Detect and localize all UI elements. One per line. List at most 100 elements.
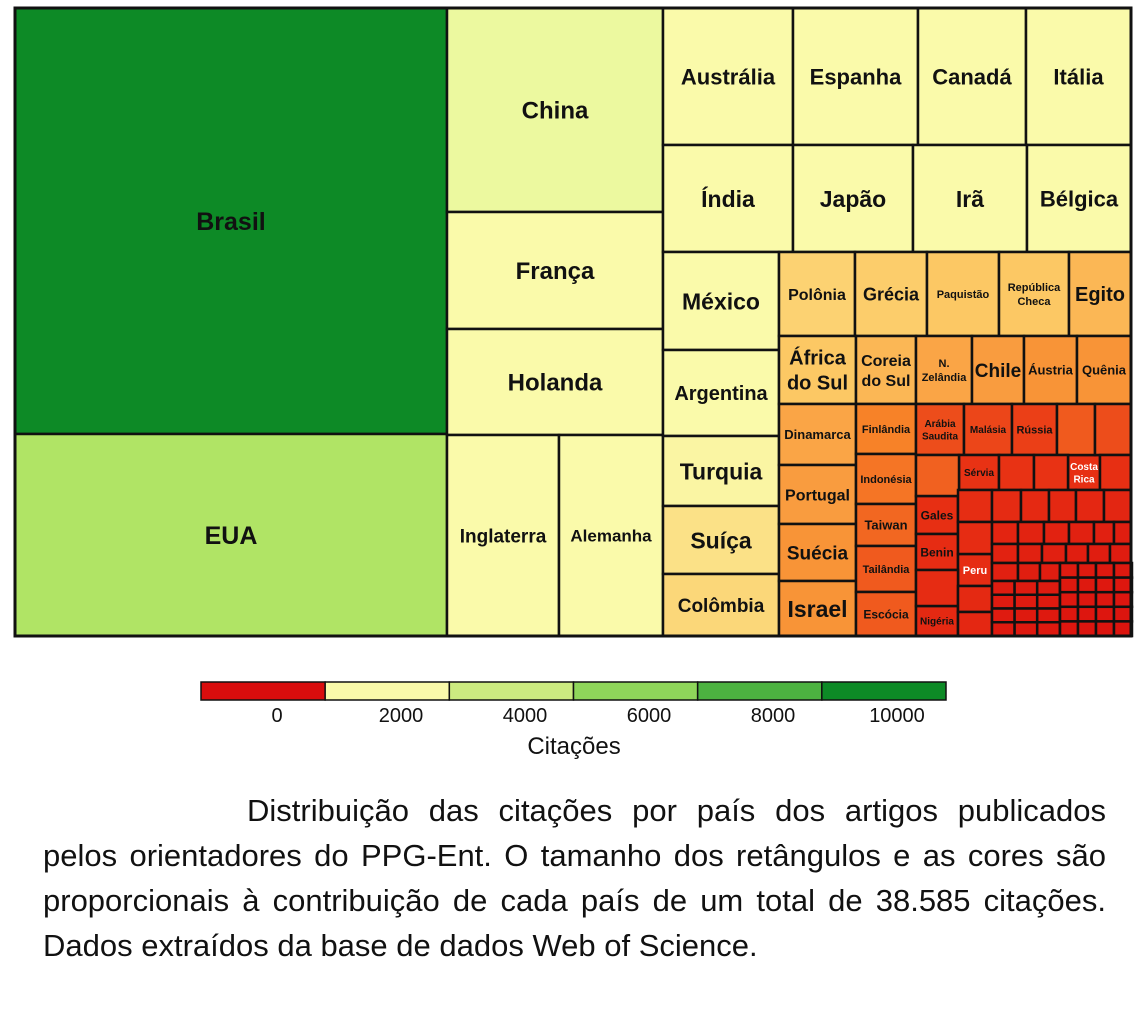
- cell-label-quenia: Quênia: [1082, 363, 1127, 378]
- cell-small-51: [1094, 620, 1116, 638]
- cell-small-41: [1058, 590, 1080, 609]
- cell-ira: [911, 143, 1029, 254]
- cell-label-servia: Sérvia: [964, 468, 994, 479]
- legend-tick-8000: 8000: [751, 705, 796, 727]
- cell-small-4: [997, 453, 1036, 492]
- cell-label-israel: Israel: [787, 596, 847, 622]
- legend-swatch-6: [821, 681, 947, 701]
- cell-small-26: [1064, 542, 1090, 565]
- cell-australia: [661, 6, 795, 147]
- color-legend: 0 2000 4000 6000 8000 10000 Citações: [200, 681, 947, 760]
- cell-small-19: [1042, 520, 1071, 546]
- cell-small-36: [1112, 561, 1134, 579]
- cell-small-20: [1067, 520, 1096, 546]
- cell-small-42: [1076, 590, 1098, 609]
- treemap-chart: Brasil EUA China França Holanda Inglaterra Ale…: [13, 6, 1134, 638]
- cell-paquistao: [925, 250, 1001, 338]
- treemap-frame: [13, 6, 1133, 638]
- cell-label-grecia: Grécia: [863, 284, 920, 304]
- cell-label-dinamarca: Dinamarca: [784, 427, 851, 442]
- cell-label-taiwan: Taiwan: [864, 518, 907, 533]
- cell-small-31: [1038, 561, 1062, 583]
- cell-label-australia: Austrália: [681, 64, 776, 89]
- legend-tick-4000: 4000: [503, 705, 548, 727]
- cell-small-27: [1086, 542, 1112, 565]
- cell-label-china: China: [522, 98, 589, 125]
- legend-tick-labels: 0 2000 4000 6000 8000 10000: [271, 705, 924, 727]
- cell-label-portugal: Portugal: [785, 487, 850, 504]
- cell-small-6: [1098, 453, 1133, 492]
- cell-small-50: [1076, 620, 1098, 638]
- cell-small-59: [990, 607, 1016, 624]
- cell-label-malasia: Malásia: [970, 425, 1007, 436]
- cell-label-tailandia: Tailândia: [863, 564, 911, 576]
- cell-small-54: [1013, 579, 1039, 596]
- cell-label-turquia: Turquia: [680, 458, 763, 484]
- cell-small-14: [956, 520, 994, 556]
- cell-label-holanda: Holanda: [508, 370, 603, 397]
- cell-russia: [1010, 402, 1059, 457]
- cell-label-indonesia: Indonésia: [860, 474, 912, 486]
- cell-small-21: [1092, 520, 1116, 546]
- cell-small-5: [1032, 453, 1070, 492]
- cell-label-japao: Japão: [820, 186, 886, 212]
- cell-turquia: [661, 434, 781, 508]
- cell-eua: [13, 432, 449, 638]
- cell-label-suica: Suíça: [690, 527, 752, 553]
- cell-argentina: [661, 348, 781, 438]
- cell-label-costa-rica: Costa Rica: [1070, 462, 1098, 486]
- legend-swatch-4: [572, 681, 699, 701]
- legend-color-bar: [200, 681, 947, 701]
- cell-small-10: [1047, 488, 1078, 524]
- cell-small-2: [1093, 402, 1133, 457]
- cell-small-22: [1112, 520, 1133, 546]
- cell-small-3: [914, 453, 961, 498]
- cell-small-17: [990, 520, 1020, 546]
- legend-swatch-3: [448, 681, 575, 701]
- cell-small-63: [1013, 621, 1039, 638]
- cell-small-24: [1016, 542, 1044, 565]
- cell-label-gales: Gales: [921, 508, 954, 522]
- cell-canada: [916, 6, 1028, 147]
- cell-label-suecia: Suécia: [787, 543, 849, 564]
- cell-label-mexico: México: [682, 288, 760, 314]
- cell-suica: [661, 504, 781, 576]
- cell-small-7: [956, 488, 994, 524]
- cell-finlandia: [854, 402, 918, 456]
- cell-small-56: [990, 593, 1016, 610]
- cell-small-33: [1058, 561, 1080, 579]
- cell-small-58: [1035, 593, 1062, 610]
- cell-label-ira: Irã: [956, 186, 984, 212]
- cell-small-12: [1102, 488, 1133, 524]
- cell-small-13: [914, 568, 960, 608]
- cell-label-finlandia: Finlândia: [862, 424, 911, 436]
- cell-small-55: [1035, 579, 1062, 596]
- legend-tick-0: 0: [271, 705, 282, 727]
- cell-india: [661, 143, 795, 254]
- cell-small-16: [956, 610, 994, 638]
- cell-colombia: [661, 572, 781, 638]
- legend-swatch-1: [200, 681, 326, 701]
- cell-mexico: [661, 250, 781, 352]
- cell-small-30: [1016, 561, 1042, 583]
- cell-small-1: [1055, 402, 1097, 457]
- cell-small-23: [990, 542, 1020, 565]
- cell-small-47: [1094, 605, 1116, 623]
- legend-swatch-2: [324, 681, 451, 701]
- legend-tick-2000: 2000: [379, 705, 424, 727]
- cell-small-62: [990, 621, 1016, 638]
- cell-small-53: [990, 579, 1016, 596]
- legend-tick-6000: 6000: [627, 705, 672, 727]
- cell-label-belgica: Bélgica: [1040, 186, 1119, 211]
- legend-title: Citações: [527, 733, 620, 760]
- cell-small-52: [1112, 620, 1134, 638]
- cell-label-benin: Benin: [920, 545, 953, 559]
- legend-tick-10000: 10000: [869, 705, 925, 727]
- cell-label-italia: Itália: [1053, 64, 1104, 89]
- cell-small-43: [1094, 590, 1116, 609]
- cell-small-11: [1074, 488, 1106, 524]
- cell-small-39: [1094, 576, 1116, 594]
- cell-small-46: [1076, 605, 1098, 623]
- cell-small-49: [1058, 620, 1080, 638]
- cell-small-18: [1016, 520, 1046, 546]
